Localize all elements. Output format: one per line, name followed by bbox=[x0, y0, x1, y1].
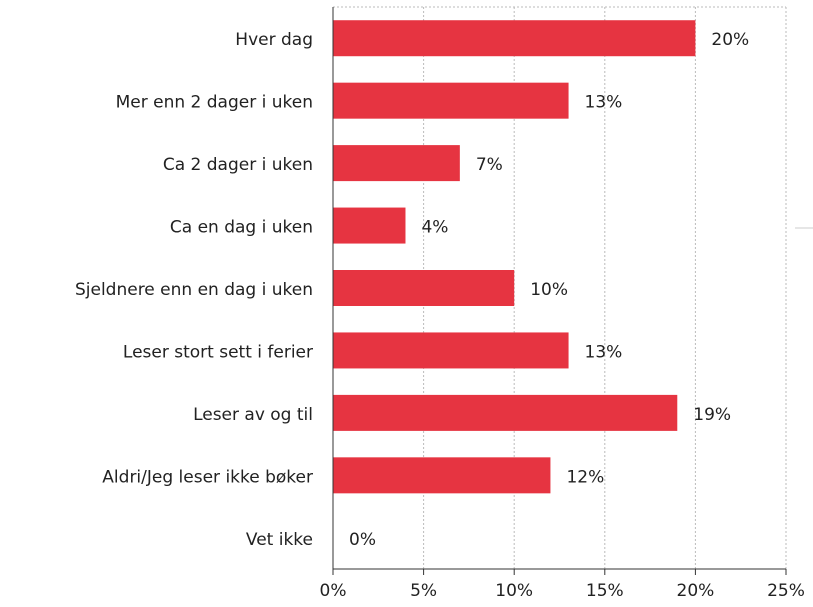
x-tick-label: 20% bbox=[677, 581, 715, 601]
y-tick-label: Mer enn 2 dager i uken bbox=[116, 93, 313, 113]
y-tick-label: Ca 2 dager i uken bbox=[163, 155, 313, 175]
bar bbox=[333, 145, 460, 182]
y-tick-label: Aldri/Jeg leser ikke bøker bbox=[102, 467, 313, 487]
bar bbox=[333, 82, 569, 119]
value-label: 13% bbox=[585, 342, 623, 362]
bar bbox=[333, 207, 406, 244]
bar bbox=[333, 394, 678, 431]
value-label: 0% bbox=[349, 530, 376, 550]
x-tick-label: 0% bbox=[320, 581, 347, 601]
x-tick-label: 25% bbox=[767, 581, 805, 601]
value-label: 10% bbox=[530, 280, 568, 300]
bar bbox=[333, 457, 551, 494]
y-tick-label: Vet ikke bbox=[246, 530, 313, 550]
value-label: 20% bbox=[711, 30, 749, 50]
x-tick-label: 10% bbox=[495, 581, 533, 601]
y-tick-label: Leser av og til bbox=[193, 405, 313, 425]
y-tick-label: Hver dag bbox=[235, 30, 313, 50]
bar bbox=[333, 332, 569, 369]
bar bbox=[333, 20, 696, 57]
bar bbox=[333, 270, 515, 306]
value-label: 13% bbox=[585, 93, 623, 113]
value-label: 19% bbox=[693, 405, 731, 425]
x-tick-label: 5% bbox=[410, 581, 437, 601]
y-tick-label: Sjeldnere enn en dag i uken bbox=[75, 280, 313, 300]
value-label: 4% bbox=[421, 218, 448, 238]
y-tick-label: Leser stort sett i ferier bbox=[123, 342, 313, 362]
y-tick-label: Ca en dag i uken bbox=[170, 218, 313, 238]
value-label: 7% bbox=[476, 155, 503, 175]
value-label: 12% bbox=[566, 467, 604, 487]
x-tick-label: 15% bbox=[586, 581, 624, 601]
